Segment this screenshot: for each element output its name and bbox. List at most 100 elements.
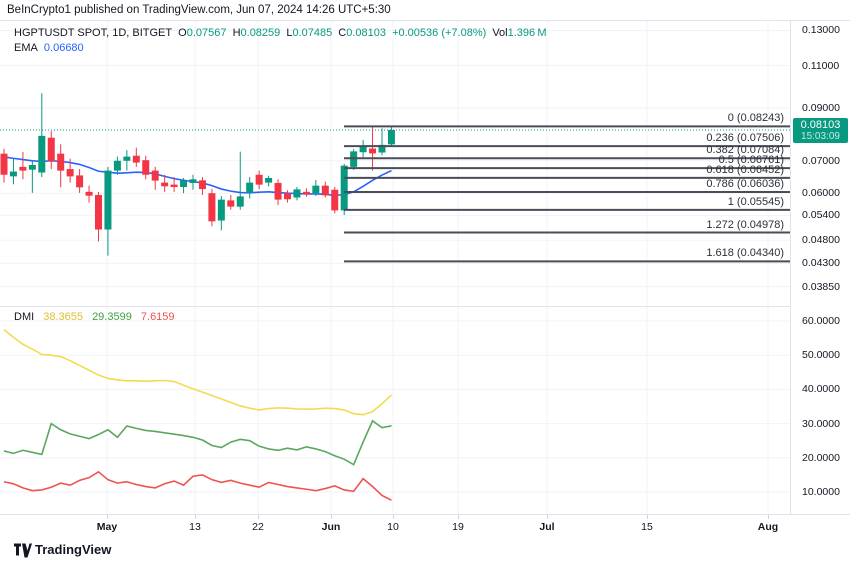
change-value: +0.00536 (+7.08%) [392, 27, 487, 39]
current-price-value: 0.08103 [800, 118, 841, 131]
candle-body [151, 170, 159, 181]
fib-label: 0.786 (0.06036) [706, 177, 784, 190]
dmi-axis-label: 20.0000 [802, 451, 840, 464]
time-tick-mark [458, 515, 459, 519]
time-tick-mark [258, 515, 259, 519]
candle-body [47, 137, 55, 162]
tradingview-logo-icon[interactable] [14, 543, 32, 558]
high-value: 0.08259 [240, 27, 281, 39]
time-tick-mark [393, 515, 394, 519]
close-label: C [338, 27, 347, 39]
legend-row-ema: EMA 0.06680 [14, 41, 550, 56]
candle-body [38, 135, 46, 173]
time-axis-label: Jun [321, 521, 341, 533]
candle-body [246, 182, 254, 193]
dmi-chart-canvas[interactable] [0, 307, 790, 515]
candle-body [57, 153, 65, 171]
adx-line [3, 328, 392, 416]
price-axis-label: 0.05400 [802, 209, 840, 222]
fib-label: 1.272 (0.04978) [706, 218, 784, 231]
candle-body [208, 193, 216, 222]
dmi-axis-label: 60.0000 [802, 315, 840, 327]
price-axis-label: 0.04800 [802, 234, 840, 247]
dmi-label: DMI [14, 311, 35, 323]
candle-body [378, 144, 386, 153]
candle-body [198, 180, 206, 190]
dmi-legend: DMI 38.3655 29.3599 7.6159 [14, 311, 181, 323]
time-scale[interactable]: May 13 22 Jun 10 19 Jul 15 Aug [0, 514, 850, 542]
footer-brand[interactable]: TradingView [35, 542, 112, 557]
candle-body [217, 199, 225, 221]
price-axis-label: 0.11000 [802, 59, 840, 72]
volume-value: 1.396 M [507, 27, 547, 39]
dmi-minus-di-value: 7.6159 [140, 311, 175, 323]
fib-label: 0.382 (0.07084) [706, 144, 784, 157]
price-chart-canvas[interactable] [0, 21, 790, 306]
candle-body [9, 171, 17, 177]
candle-body [180, 180, 188, 188]
fib-label: 0 (0.08243) [727, 112, 784, 125]
minus-di-line [3, 470, 392, 501]
candle-body [161, 182, 169, 187]
volume-label: Vol [492, 27, 508, 39]
low-label: L [286, 27, 293, 39]
fib-label: 0.618 (0.06452) [706, 163, 784, 176]
time-axis-label: 13 [189, 521, 201, 533]
candle-body [19, 166, 27, 171]
candle-body [142, 160, 150, 175]
price-axis-label: 0.06000 [802, 187, 840, 200]
candle-body [123, 156, 131, 161]
dmi-pane[interactable]: DMI 38.3655 29.3599 7.6159 [0, 306, 790, 515]
dmi-adx-value: 38.3655 [43, 311, 83, 323]
price-pane[interactable]: HGPTUSDT SPOT, 1D, BITGET O0.07567 H0.08… [0, 21, 790, 306]
time-tick-mark [647, 515, 648, 519]
candle-body [113, 160, 121, 171]
time-axis-label: 10 [387, 521, 399, 533]
candle-body [302, 191, 310, 195]
time-tick-mark [195, 515, 196, 519]
price-axis-label: 0.03850 [802, 280, 840, 293]
chart-widget: HGPTUSDT SPOT, 1D, BITGET O0.07567 H0.08… [0, 20, 850, 541]
candle-body [255, 174, 263, 185]
current-price-badge: 0.08103 15:03:09 [793, 117, 848, 143]
candle-body [312, 185, 320, 194]
candle-body [95, 194, 102, 230]
time-tick-mark [331, 515, 332, 519]
time-axis-label: 19 [452, 521, 464, 533]
time-axis-label: Jul [539, 521, 555, 533]
ema-label: EMA [14, 42, 38, 54]
candle-body [387, 129, 395, 145]
fib-label: 0.5 (0.06761) [718, 154, 784, 167]
dmi-axis-label: 40.0000 [802, 383, 840, 396]
time-tick-mark [768, 515, 769, 519]
plus-di-line [3, 419, 392, 466]
price-axis-label: 0.13000 [802, 24, 840, 37]
candle-body [28, 165, 36, 170]
candle-body [274, 182, 282, 200]
candle-body [293, 189, 301, 198]
time-tick-mark [547, 515, 548, 519]
candle-body [331, 189, 339, 211]
candle-body [66, 169, 74, 177]
dmi-axis-label: 10.0000 [802, 486, 840, 498]
price-scale[interactable]: 0.08103 15:03:09 0.13000 0.11000 0.09000 0.… [790, 21, 850, 514]
close-value: 0.08103 [346, 27, 387, 39]
fib-label: 1.618 (0.04340) [706, 247, 784, 260]
fib-label: 1 (0.05545) [727, 195, 784, 208]
candle-body [0, 153, 8, 175]
candle-body [227, 200, 235, 207]
legend-row-symbol: HGPTUSDT SPOT, 1D, BITGET O0.07567 H0.08… [14, 26, 550, 41]
time-axis-label: 15 [641, 521, 653, 533]
fib-label: 0.236 (0.07506) [706, 132, 784, 145]
candle-body [265, 177, 273, 183]
candle-body [359, 146, 367, 153]
chart-legend: HGPTUSDT SPOT, 1D, BITGET O0.07567 H0.08… [14, 26, 553, 56]
publisher-header: BeInCrypto1 published on TradingView.com… [7, 4, 391, 16]
high-label: H [232, 27, 241, 39]
candle-body [284, 193, 291, 200]
time-tick-mark [107, 515, 108, 519]
candle-body [85, 191, 93, 196]
low-value: 0.07485 [292, 27, 333, 39]
time-axis-label: May [96, 521, 118, 533]
